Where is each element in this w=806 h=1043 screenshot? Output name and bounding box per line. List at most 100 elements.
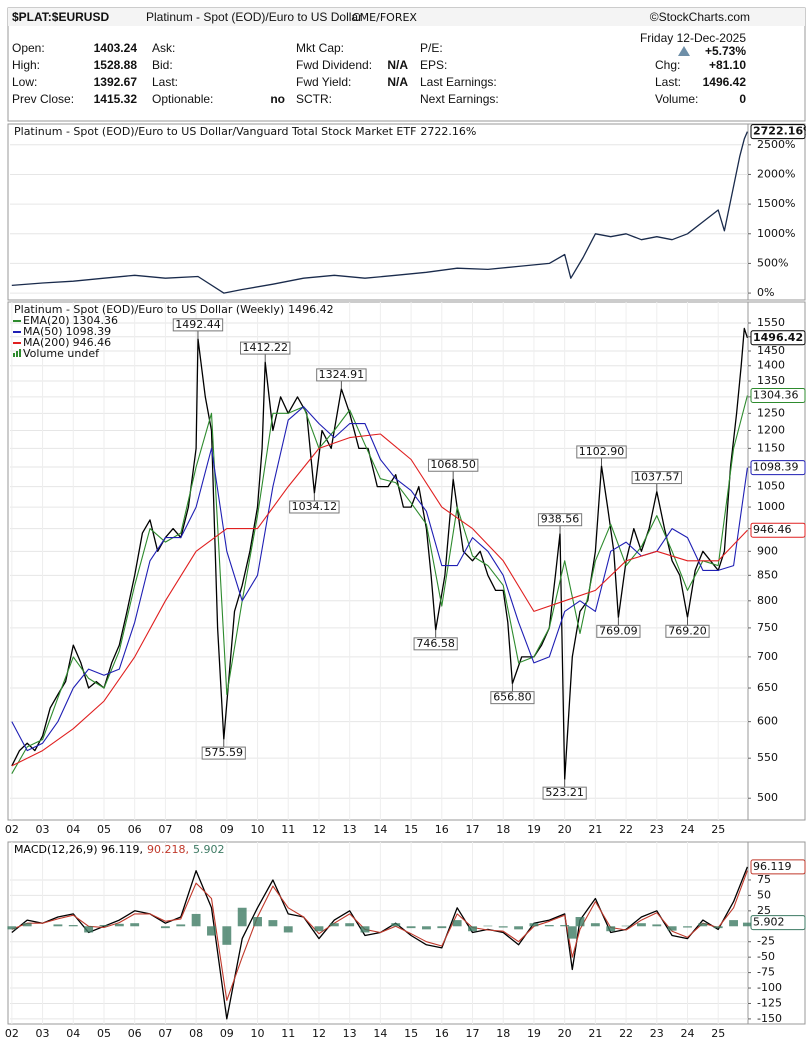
annotation-label: 523.21	[545, 786, 584, 799]
annotation-label: 1492.44	[175, 318, 221, 331]
legend-value: 1304.36	[73, 314, 119, 327]
x-tick-label: 16	[435, 1027, 449, 1039]
value-tag-label: 2722.16%	[753, 125, 806, 138]
source: ©StockCharts.com	[650, 10, 750, 24]
panel-title: Platinum - Spot (EOD)/Euro to US Dollar/…	[14, 125, 476, 138]
x-tick-label: 22	[619, 1027, 633, 1039]
value-tag	[750, 522, 806, 538]
y-tick-label: 1050	[757, 480, 785, 493]
y-tick-label: 2000%	[757, 167, 795, 180]
x-tick-label: 07	[158, 1027, 172, 1039]
histogram-bar	[437, 926, 447, 929]
x-tick-label: 15	[404, 823, 418, 836]
field-label: Last:	[152, 75, 178, 89]
summary-label: Volume:	[655, 92, 698, 106]
field-label: Next Earnings:	[420, 92, 499, 106]
histogram-bar	[237, 907, 247, 927]
panel-title-part: 90.218,	[147, 843, 189, 856]
histogram-bar	[514, 926, 524, 930]
y-tick-label: 650	[757, 681, 778, 694]
histogram-bar	[253, 917, 262, 927]
histogram-bar	[544, 925, 554, 927]
x-tick-label: 08	[189, 823, 203, 836]
x-tick-label: 19	[527, 1027, 541, 1039]
y-tick-label: -150	[757, 1012, 782, 1025]
annotation-box	[490, 691, 535, 705]
x-tick-label: 14	[373, 1027, 387, 1039]
x-tick-label: 19	[527, 823, 541, 836]
field-value: 1403.24	[94, 41, 138, 55]
histogram-bar	[498, 926, 508, 928]
y-tick-label: 500	[757, 791, 778, 804]
histogram-bar	[191, 913, 201, 927]
field-value: N/A	[387, 58, 408, 72]
x-tick-label: 04	[66, 823, 80, 836]
title-bar	[8, 8, 805, 26]
value-tag	[750, 859, 806, 875]
histogram-bar	[560, 925, 570, 927]
histogram-bar	[22, 923, 32, 927]
instrument-name: Platinum - Spot (EOD)/Euro to US Dollar	[146, 10, 362, 24]
histogram-bar	[529, 923, 539, 927]
x-tick-label: 02	[5, 1027, 19, 1039]
x-tick-label: 25	[711, 823, 725, 836]
histogram-bar	[314, 926, 324, 932]
histogram-bar	[391, 923, 401, 927]
y-tick-label: 1450	[757, 344, 785, 357]
x-tick-label: 09	[220, 823, 234, 836]
histogram-bar	[68, 925, 78, 927]
x-tick-label: 21	[588, 823, 602, 836]
legend-label: MA(200) 946.46	[23, 336, 111, 349]
y-tick-label: 75	[757, 873, 771, 886]
annotation-box	[542, 786, 587, 800]
histogram-bar	[7, 926, 17, 930]
annotation-label: 769.20	[668, 624, 707, 637]
annotation-label: 1034.12	[292, 500, 338, 513]
histogram-bar	[698, 923, 708, 927]
histogram-bar	[268, 920, 278, 927]
x-tick-label: 11	[281, 823, 295, 836]
field-label: Optionable:	[152, 92, 213, 106]
histogram-bar	[99, 925, 109, 927]
panel-title-part: MACD(12,26,9) 96.119,	[14, 843, 143, 856]
histogram-bar	[160, 926, 170, 929]
histogram-bar	[713, 926, 723, 929]
histogram-bar	[683, 926, 692, 928]
value-tag-label: 1304.36	[753, 388, 799, 401]
x-tick-label: 17	[466, 1027, 480, 1039]
histogram-bar	[567, 926, 577, 939]
field-label: Fwd Dividend:	[296, 58, 372, 72]
value-tag	[750, 330, 806, 346]
x-tick-label: 24	[680, 823, 694, 836]
annotation-box	[576, 445, 627, 459]
header-frame	[7, 7, 806, 122]
annotation-box	[316, 368, 367, 382]
up-arrow	[678, 46, 690, 56]
y-tick-label: 750	[757, 621, 778, 634]
field-label: Fwd Yield:	[296, 75, 351, 89]
x-tick-label: 20	[558, 823, 572, 836]
y-tick-label: 1550	[757, 316, 785, 329]
annotation-label: 1412.22	[242, 341, 288, 354]
change-pct: +5.73%	[705, 44, 746, 58]
annotation-box	[413, 637, 458, 651]
x-tick-label: 25	[711, 1027, 725, 1039]
histogram-bar	[176, 924, 186, 927]
x-tick-label: 10	[251, 1027, 265, 1039]
y-tick-label: -50	[757, 950, 775, 963]
x-tick-label: 02	[5, 823, 19, 836]
y-tick-label: 1250	[757, 406, 785, 419]
y-tick-label: 900	[757, 544, 778, 557]
y-tick-label: 500%	[757, 256, 788, 269]
x-tick-label: 07	[158, 823, 172, 836]
x-tick-label: 04	[66, 1027, 80, 1039]
summary-value: 1496.42	[703, 75, 747, 89]
legend-value: 1098.39	[66, 325, 112, 338]
panel-frame	[7, 123, 806, 301]
summary-label: Chg:	[655, 58, 680, 72]
value-tag	[750, 124, 806, 140]
x-tick-label: 12	[312, 823, 326, 836]
x-tick-label: 18	[496, 1027, 510, 1039]
y-tick-label: 1000	[757, 500, 785, 513]
